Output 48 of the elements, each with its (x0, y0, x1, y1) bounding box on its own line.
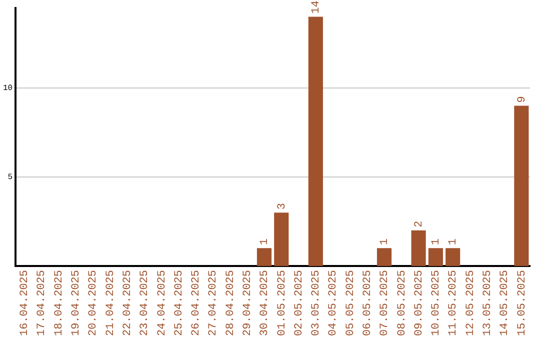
data-label: 9 (516, 96, 528, 103)
x-tick-label: 10.05.2025 (430, 270, 443, 336)
bar (514, 106, 529, 266)
x-tick-label: 11.05.2025 (448, 270, 460, 336)
x-tick-label: 16.04.2025 (19, 270, 32, 336)
bar (376, 248, 392, 266)
x-tick-label: 13.05.2025 (482, 270, 494, 336)
bar (274, 212, 289, 266)
x-tick-label: 01.05.2025 (276, 270, 288, 336)
bar (256, 248, 272, 266)
data-label: 14 (310, 0, 323, 14)
data-label: 1 (430, 238, 443, 246)
data-label: 2 (413, 220, 426, 228)
x-tick-label: 05.05.2025 (344, 270, 357, 336)
x-tick-label: 14.05.2025 (499, 270, 512, 336)
x-tick-label: 07.05.2025 (379, 270, 392, 336)
x-tick-label: 24.04.2025 (156, 270, 168, 336)
x-tick-label: 12.05.2025 (464, 270, 477, 336)
x-tick-label: 02.05.2025 (293, 270, 306, 336)
x-tick-label: 23.04.2025 (139, 270, 152, 336)
x-tick-label: 04.05.2025 (328, 270, 340, 336)
bar (308, 16, 323, 266)
x-tick-label: 29.04.2025 (242, 270, 254, 336)
x-tick-label: 08.05.2025 (396, 270, 408, 336)
x-tick-label: 28.04.2025 (224, 270, 237, 336)
x-tick-label: 03.05.2025 (310, 270, 323, 336)
x-tick-label: 30.04.2025 (259, 270, 272, 336)
x-tick-label: 22.04.2025 (122, 270, 134, 336)
x-tick-label: 18.04.2025 (53, 270, 66, 336)
bar (428, 248, 443, 266)
x-tick-label: 06.05.2025 (362, 270, 374, 336)
x-tick-label: 15.05.2025 (516, 270, 528, 336)
data-label: 1 (448, 238, 460, 246)
x-tick-label: 21.04.2025 (104, 270, 117, 336)
x-tick-label: 25.04.2025 (173, 270, 186, 336)
x-tick-label: 19.04.2025 (70, 270, 83, 336)
y-tick-label: 5 (8, 173, 13, 182)
data-label: 1 (379, 238, 392, 246)
x-tick-label: 26.04.2025 (190, 270, 203, 336)
x-tick-label: 27.04.2025 (208, 270, 220, 336)
x-tick-label: 20.04.2025 (88, 270, 100, 336)
bar (446, 248, 460, 266)
bar (411, 230, 426, 266)
x-tick-label: 17.04.2025 (36, 270, 48, 336)
y-tick-label: 10 (2, 84, 13, 94)
data-label: 3 (276, 202, 288, 210)
data-label: 1 (259, 238, 272, 246)
x-tick-label: 09.05.2025 (413, 270, 426, 336)
